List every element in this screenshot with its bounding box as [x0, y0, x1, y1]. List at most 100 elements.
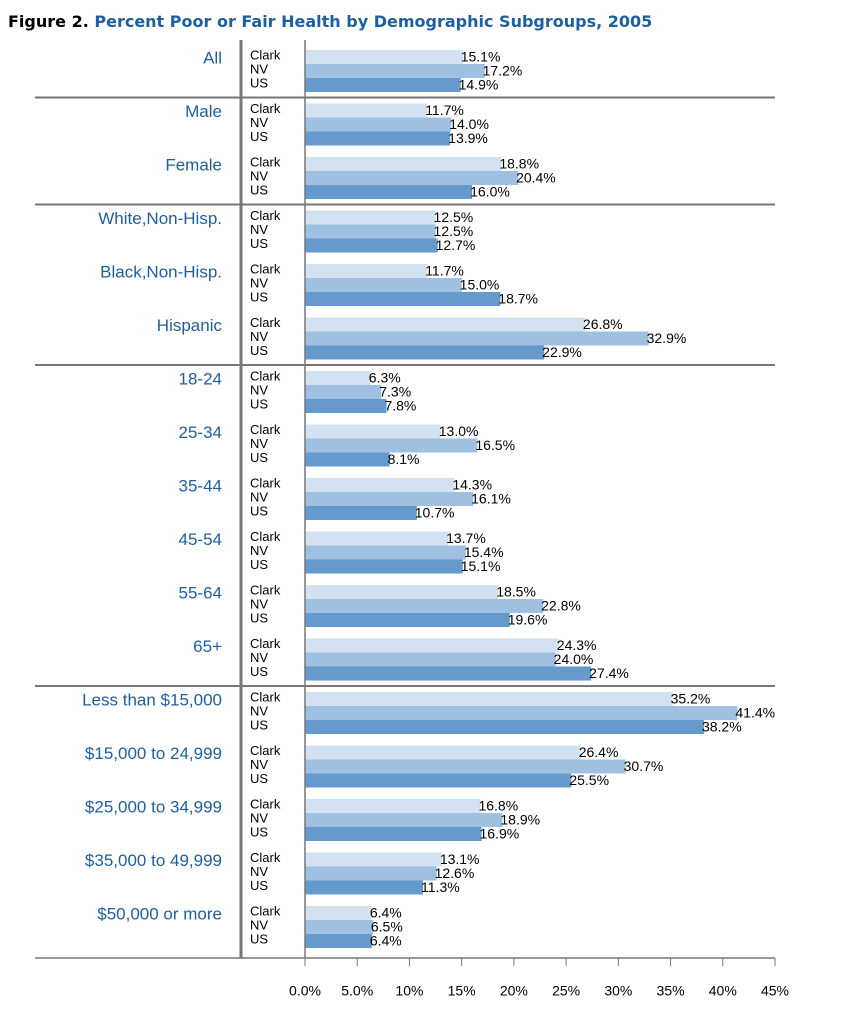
value-label: 6.4%: [370, 933, 402, 949]
series-label: Clark: [250, 368, 281, 383]
value-label: 32.9%: [647, 330, 687, 346]
value-label: 25.5%: [569, 772, 609, 788]
value-label: 22.9%: [542, 344, 582, 360]
series-label: NV: [250, 382, 268, 397]
value-label: 24.0%: [554, 651, 594, 667]
value-label: 22.8%: [541, 598, 581, 614]
bar: [305, 920, 373, 934]
series-label: Clark: [250, 636, 281, 651]
value-label: 18.5%: [496, 584, 536, 600]
x-tick-label: 15%: [448, 983, 476, 999]
series-label: US: [250, 824, 268, 839]
bar: [305, 399, 387, 413]
bar: [305, 317, 585, 332]
series-label: Clark: [250, 475, 281, 490]
bar: [305, 131, 451, 146]
bar: [305, 278, 462, 292]
value-label: 15.4%: [464, 544, 504, 560]
series-label: Clark: [250, 315, 281, 330]
bar: [305, 506, 417, 520]
value-label: 14.3%: [452, 477, 492, 493]
bar: [305, 264, 428, 278]
value-label: 8.1%: [388, 451, 420, 467]
category-label: White,Non-Hisp.: [98, 209, 222, 228]
bar: [305, 157, 502, 171]
bar: [305, 385, 382, 399]
x-tick-label: 40%: [709, 983, 737, 999]
category-label: 45-54: [179, 530, 222, 549]
value-label: 14.0%: [449, 116, 489, 132]
bar: [305, 224, 436, 239]
category-label: All: [203, 48, 222, 67]
series-label: US: [250, 503, 268, 518]
value-label: 14.9%: [459, 77, 499, 93]
value-label: 15.1%: [461, 49, 501, 65]
series-label: NV: [250, 917, 268, 932]
series-label: NV: [250, 329, 268, 344]
value-label: 7.8%: [384, 398, 416, 414]
bar: [305, 799, 481, 813]
bar: [305, 852, 442, 867]
bar: [305, 559, 463, 574]
series-label: Clark: [250, 689, 281, 704]
bar: [305, 745, 581, 760]
series-label: Clark: [250, 582, 281, 597]
bar: [305, 866, 437, 881]
value-label: 15.1%: [461, 558, 501, 574]
value-label: 26.4%: [579, 744, 619, 760]
category-label: 55-64: [179, 583, 222, 602]
bar: [305, 827, 482, 841]
bar: [305, 773, 572, 788]
bar: [305, 345, 545, 360]
value-label: 13.7%: [446, 530, 486, 546]
value-label: 6.5%: [371, 919, 403, 935]
value-label: 24.3%: [557, 637, 597, 653]
bar: [305, 50, 463, 64]
bar: [305, 371, 371, 385]
category-label: 65+: [193, 637, 222, 656]
bar: [305, 185, 473, 199]
series-label: NV: [250, 864, 268, 879]
series-label: NV: [250, 61, 268, 76]
value-label: 12.5%: [434, 209, 474, 225]
bar: [305, 666, 592, 681]
series-label: US: [250, 664, 268, 679]
value-label: 13.1%: [440, 851, 480, 867]
series-label: US: [250, 450, 268, 465]
bar: [305, 638, 559, 653]
series-label: NV: [250, 650, 268, 665]
series-label: US: [250, 396, 268, 411]
x-tick-label: 5.0%: [341, 983, 373, 999]
series-label: NV: [250, 543, 268, 558]
value-label: 16.5%: [475, 437, 515, 453]
series-label: US: [250, 343, 268, 358]
figure-label: Figure 2.: [8, 12, 89, 31]
bar: [305, 331, 649, 346]
series-label: US: [250, 289, 268, 304]
bar: [305, 759, 626, 774]
series-label: Clark: [250, 529, 281, 544]
bar: [305, 531, 449, 546]
category-label: Male: [185, 102, 222, 121]
series-label: Clark: [250, 743, 281, 758]
series-label: NV: [250, 436, 268, 451]
series-label: NV: [250, 757, 268, 772]
category-label: 25-34: [179, 423, 222, 442]
value-label: 12.5%: [434, 223, 474, 239]
series-label: NV: [250, 168, 268, 183]
bar: [305, 438, 478, 453]
bar: [305, 171, 519, 185]
value-label: 20.4%: [516, 170, 556, 186]
category-label: $50,000 or more: [97, 904, 222, 923]
category-label: 35-44: [179, 476, 222, 495]
value-label: 16.0%: [470, 184, 510, 200]
bar: [305, 813, 503, 827]
bar: [305, 117, 452, 132]
bar: [305, 424, 441, 439]
value-label: 19.6%: [508, 612, 548, 628]
bar: [305, 492, 474, 506]
value-label: 27.4%: [589, 665, 629, 681]
bar: [305, 585, 499, 599]
x-tick-label: 0.0%: [289, 983, 321, 999]
value-label: 7.3%: [379, 384, 411, 400]
